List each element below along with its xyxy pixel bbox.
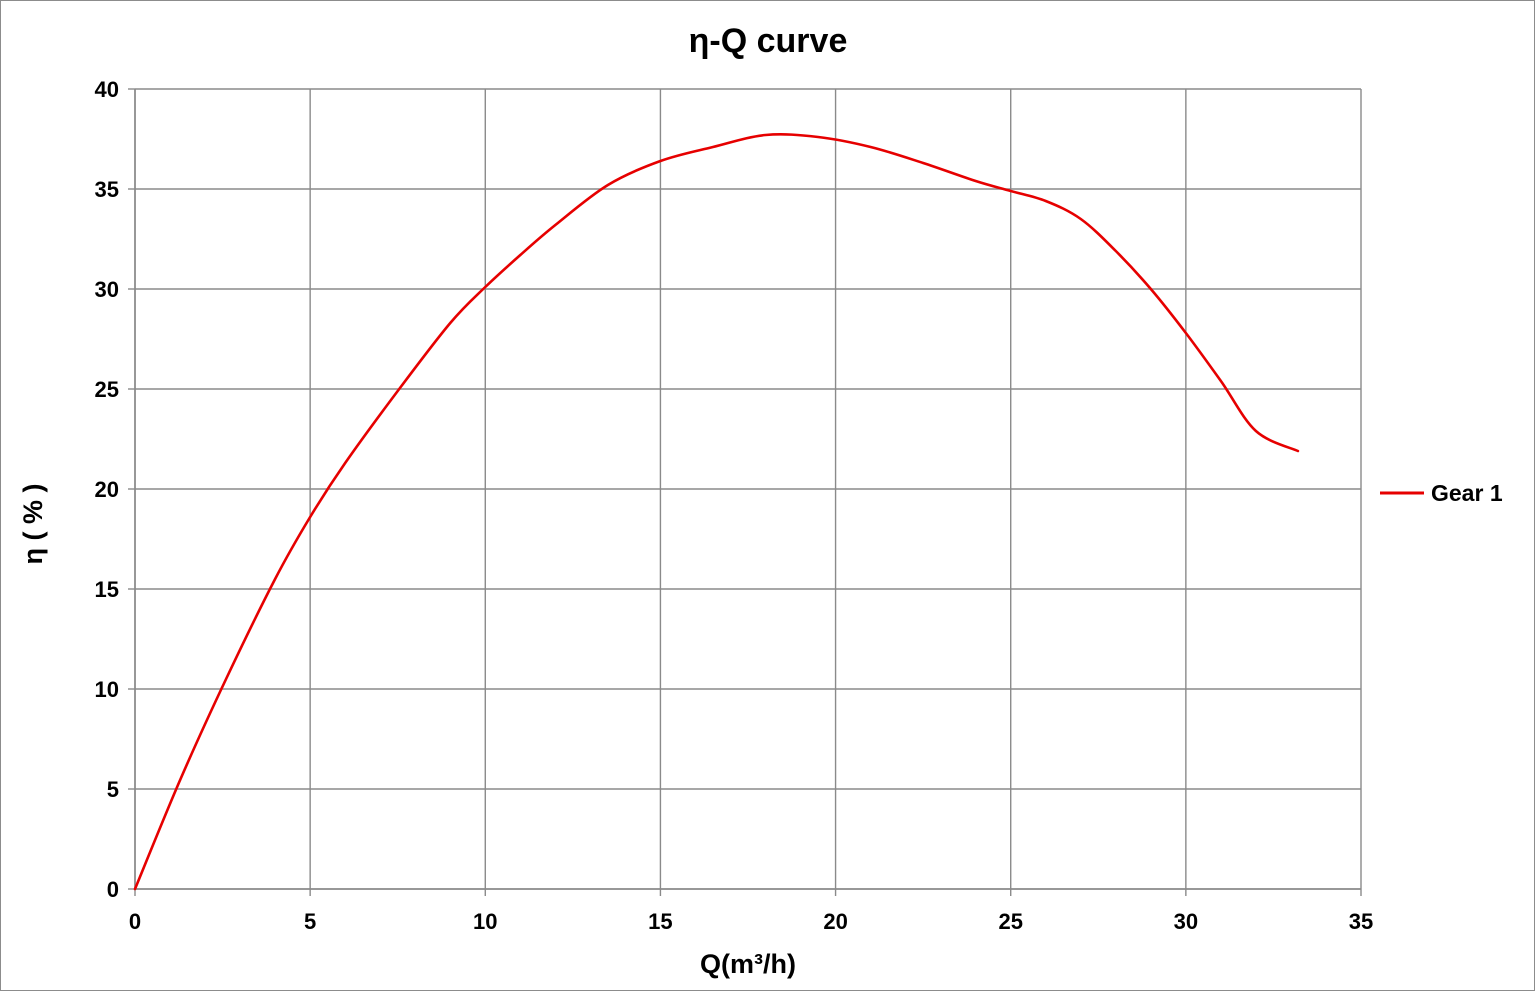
y-tick-label: 40: [95, 77, 119, 102]
y-tick-label: 10: [95, 677, 119, 702]
y-tick-label: 35: [95, 177, 119, 202]
chart-title: η-Q curve: [689, 22, 848, 60]
grid: [134, 88, 1362, 890]
y-tick-label: 25: [95, 377, 119, 402]
x-tick-label: 20: [823, 909, 847, 934]
series-line-gear-1: [133, 133, 1300, 891]
x-tick-label: 15: [648, 909, 672, 934]
x-tick-label: 25: [998, 909, 1022, 934]
series-lines: [133, 133, 1300, 891]
x-tick-label: 5: [304, 909, 316, 934]
x-tick-label: 30: [1174, 909, 1198, 934]
y-tick-label: 0: [107, 877, 119, 902]
y-tick-label: 15: [95, 577, 119, 602]
x-axis-title: Q(m³/h): [700, 949, 796, 979]
legend-label-gear-1: Gear 1: [1431, 480, 1503, 506]
x-tick-label: 10: [473, 909, 497, 934]
x-tick-label: 0: [129, 909, 141, 934]
y-tick-label: 5: [107, 777, 119, 802]
y-axis-title: η ( % ): [18, 484, 48, 565]
x-tick-label: 35: [1349, 909, 1373, 934]
y-tick-label: 20: [95, 477, 119, 502]
x-axis-ticks: 0 5 10 15 20 25 30 35: [129, 889, 1373, 934]
y-axis-ticks: 0 5 10 15 20 25 30 35 40: [95, 77, 135, 902]
y-tick-label: 30: [95, 277, 119, 302]
legend: Gear 1: [1380, 480, 1503, 506]
